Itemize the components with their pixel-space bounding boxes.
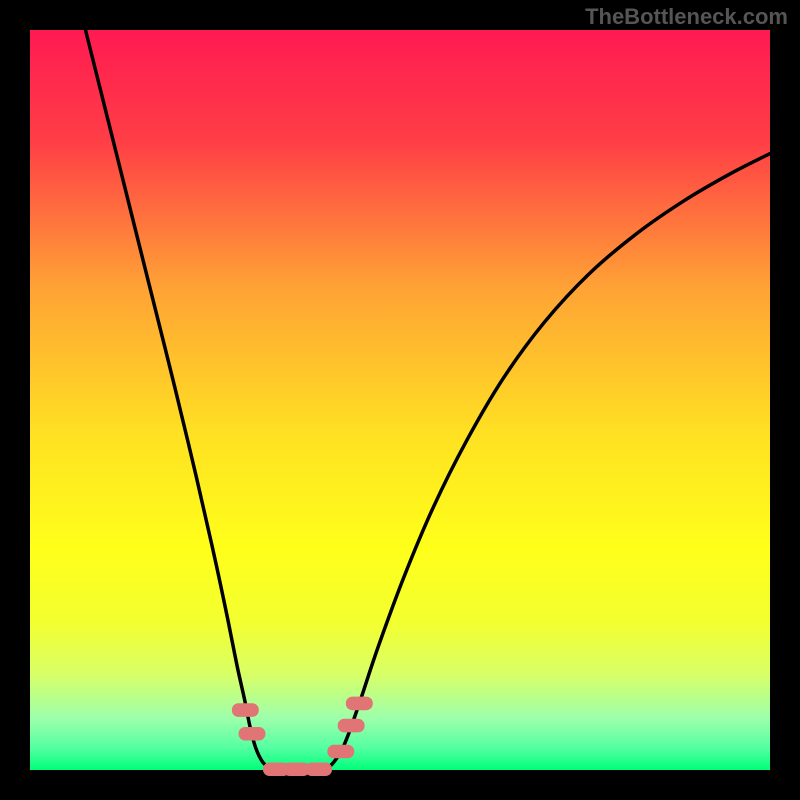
watermark-text: TheBottleneck.com (585, 4, 788, 30)
marker-1 (239, 727, 265, 740)
marker-7 (346, 697, 372, 710)
bottleneck-chart (0, 0, 800, 800)
marker-5 (328, 745, 354, 758)
marker-4 (306, 763, 332, 776)
gradient-background (30, 30, 770, 770)
marker-6 (338, 719, 364, 732)
chart-container: TheBottleneck.com (0, 0, 800, 800)
marker-0 (232, 704, 258, 717)
